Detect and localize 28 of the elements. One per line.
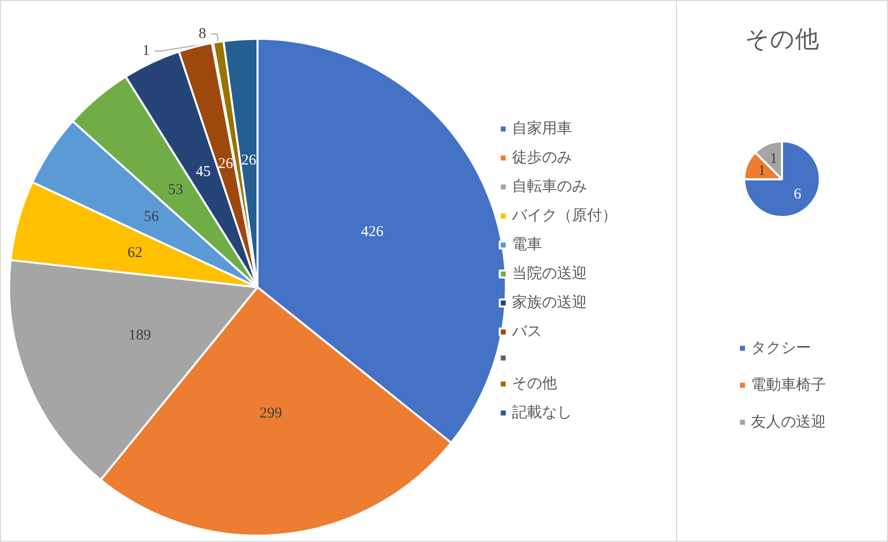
data-label: 56 [144,209,160,226]
legend-label: 友人の送迎 [751,413,826,430]
data-label: 299 [260,406,282,422]
data-label: 26 [241,152,257,168]
legend-label: バス [510,324,542,340]
legend-label: 電車 [512,236,542,253]
data-label: 45 [196,164,211,180]
data-label: 1 [770,150,778,167]
chart-title: その他 [745,27,819,53]
legend-label: 当院の送迎 [512,265,587,282]
legend-label: タクシー [751,340,811,356]
data-label: 1 [758,162,766,179]
data-label: 62 [128,244,143,261]
legend-label: 記載なし [512,404,572,421]
legend-label: 家族の送迎 [512,294,587,311]
legend-label: 自家用車 [512,120,572,137]
data-label: 53 [168,182,184,198]
data-label: 6 [794,186,802,203]
data-label: 26 [218,156,234,172]
data-label: 1 [142,43,150,60]
legend-label: 徒歩のみ [512,149,572,166]
legend-label: 電動車椅子 [751,376,826,394]
legend-label: バイク（原付） [510,208,617,224]
data-label: 189 [128,327,152,344]
data-label: 426 [360,224,384,240]
legend-label: その他 [512,375,557,392]
data-label: 8 [198,26,206,42]
legend-label: 自転車のみ [512,178,587,195]
